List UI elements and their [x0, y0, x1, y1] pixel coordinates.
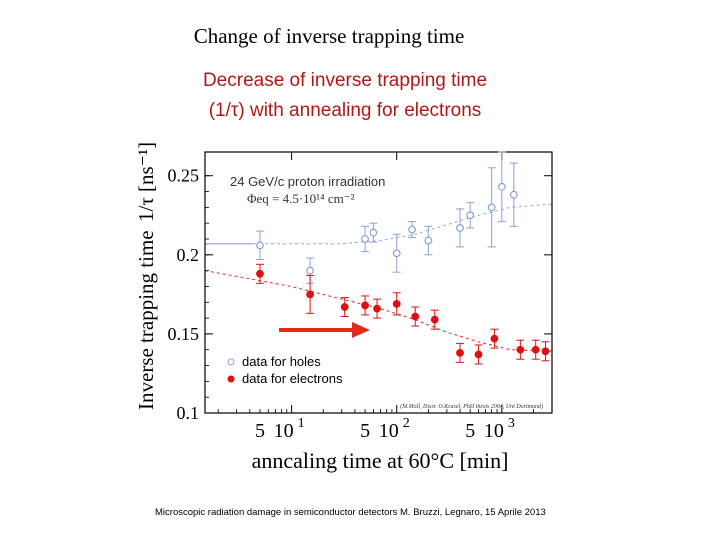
- x-axis-title: anncaling time at 60°C [min]: [252, 448, 509, 473]
- x-tick-label: 10: [274, 420, 294, 442]
- credit-note: (M.Moll, Dissr. O.Krasel, PhD thesis 200…: [400, 403, 543, 410]
- electron-point: [430, 315, 439, 324]
- electron-point: [474, 350, 483, 359]
- x-tick-label: 5: [255, 420, 265, 442]
- hole-point: [509, 190, 518, 199]
- electron-point: [541, 347, 550, 356]
- x-tick-label: 10: [484, 420, 504, 442]
- electron-point: [373, 304, 381, 313]
- legend-label-holes: data for holes: [242, 354, 321, 369]
- electron-point: [531, 345, 540, 354]
- x-tick-label: 5: [465, 420, 475, 442]
- plot-frame: [204, 151, 553, 414]
- annotation-line1: 24 GeV/c proton irradiation: [230, 174, 385, 189]
- x-tick-label-exponent: 1: [298, 416, 305, 431]
- hole-point: [392, 249, 401, 258]
- slide-title: Change of inverse trapping time: [193, 24, 465, 48]
- y-tick-label: 0.2: [177, 245, 200, 265]
- trend-arrow-head: [352, 322, 370, 338]
- hole-point: [497, 182, 506, 191]
- electron-point: [306, 290, 315, 299]
- electron-point: [490, 334, 499, 343]
- x-tick-label: 5: [360, 420, 370, 442]
- electron-point: [256, 269, 264, 278]
- hole-point: [424, 236, 433, 245]
- hole-point: [256, 241, 264, 250]
- y-tick-label: 0.15: [168, 324, 200, 344]
- slide-subtitle-line1: Decrease of inverse trapping time: [202, 70, 488, 91]
- slide-subtitle-line2: (1/τ) with annealing for electrons: [208, 100, 482, 121]
- hole-point: [369, 228, 378, 237]
- hole-point: [361, 235, 369, 243]
- electron-point: [340, 303, 349, 311]
- x-tick-label-exponent: 3: [508, 416, 515, 431]
- hole-point: [456, 224, 464, 232]
- y-tick-label: 0.1: [177, 403, 200, 423]
- hole-point: [408, 225, 416, 234]
- x-tick-label: 10: [379, 420, 399, 442]
- electron-point: [361, 301, 369, 310]
- y-axis-unit: 1/τ [ns⁻¹]: [134, 142, 158, 222]
- electron-point: [392, 299, 401, 308]
- fit-curve-holes: [205, 203, 553, 245]
- hole-point: [487, 203, 496, 212]
- hole-point: [466, 211, 475, 220]
- y-tick-label: 0.25: [168, 166, 200, 186]
- legend-marker-holes: [227, 358, 235, 366]
- electron-point: [411, 312, 420, 321]
- annotation-line2: Φeq = 4.5·10¹⁴ cm⁻²: [247, 191, 355, 206]
- hole-point: [306, 266, 315, 275]
- slide-footer: Microscopic radiation damage in semicond…: [155, 507, 546, 518]
- electron-point: [456, 348, 464, 357]
- x-tick-label-exponent: 2: [403, 416, 410, 431]
- legend-marker-electrons: [227, 375, 235, 383]
- legend-label-electrons: data for electrons: [242, 371, 343, 386]
- y-axis-title: Inverse trapping time: [134, 230, 158, 410]
- electron-point: [516, 345, 525, 354]
